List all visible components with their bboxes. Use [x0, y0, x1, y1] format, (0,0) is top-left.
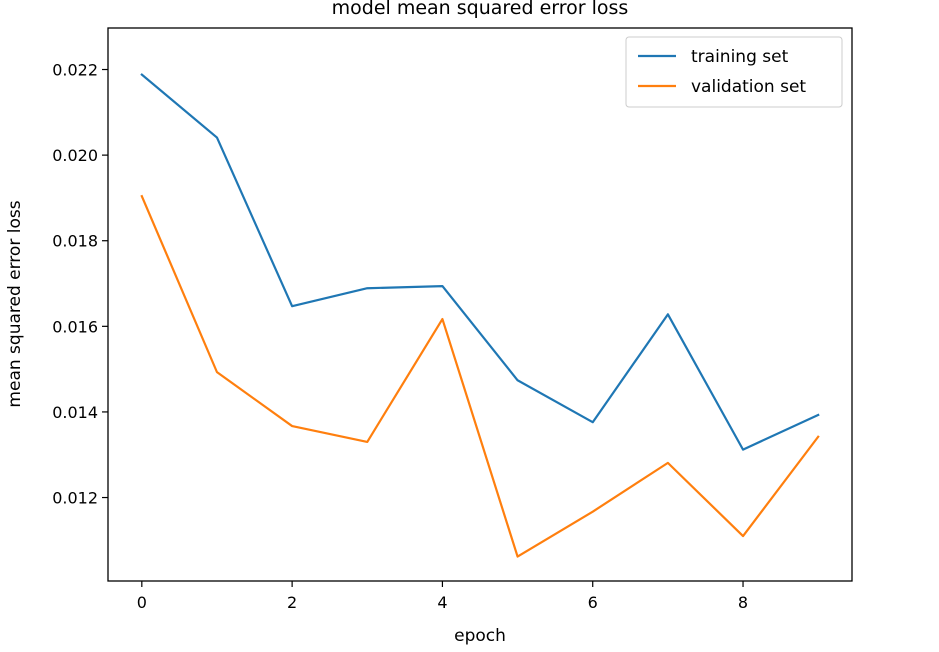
series-line-training: [140, 73, 820, 451]
y-axis-ticks: 0.012 0.014 0.016 0.018 0.020 0.022: [52, 61, 108, 508]
y-axis-label: mean squared error loss: [5, 200, 25, 407]
y-tick-label: 0.014: [52, 403, 98, 422]
series-lines: [140, 73, 820, 558]
x-tick-label: 8: [738, 593, 748, 612]
x-tick-label: 0: [137, 593, 147, 612]
chart-title: model mean squared error loss: [332, 0, 629, 19]
x-axis-ticks: 0 2 4 6 8: [137, 581, 748, 612]
x-tick-label: 6: [588, 593, 598, 612]
y-tick-label: 0.018: [52, 232, 98, 251]
y-tick-label: 0.016: [52, 317, 98, 336]
legend-label-validation: validation set: [691, 77, 806, 97]
legend-label-training: training set: [691, 47, 789, 67]
legend: training set validation set: [625, 36, 843, 108]
legend-box: [625, 36, 843, 108]
x-axis-label: epoch: [454, 626, 506, 646]
y-tick-label: 0.022: [52, 61, 98, 80]
x-tick-label: 2: [287, 593, 297, 612]
y-tick-label: 0.020: [52, 146, 98, 165]
series-line-validation: [140, 194, 820, 558]
x-tick-label: 4: [437, 593, 447, 612]
plot-area-frame: [107, 27, 853, 582]
y-tick-label: 0.012: [52, 489, 98, 508]
